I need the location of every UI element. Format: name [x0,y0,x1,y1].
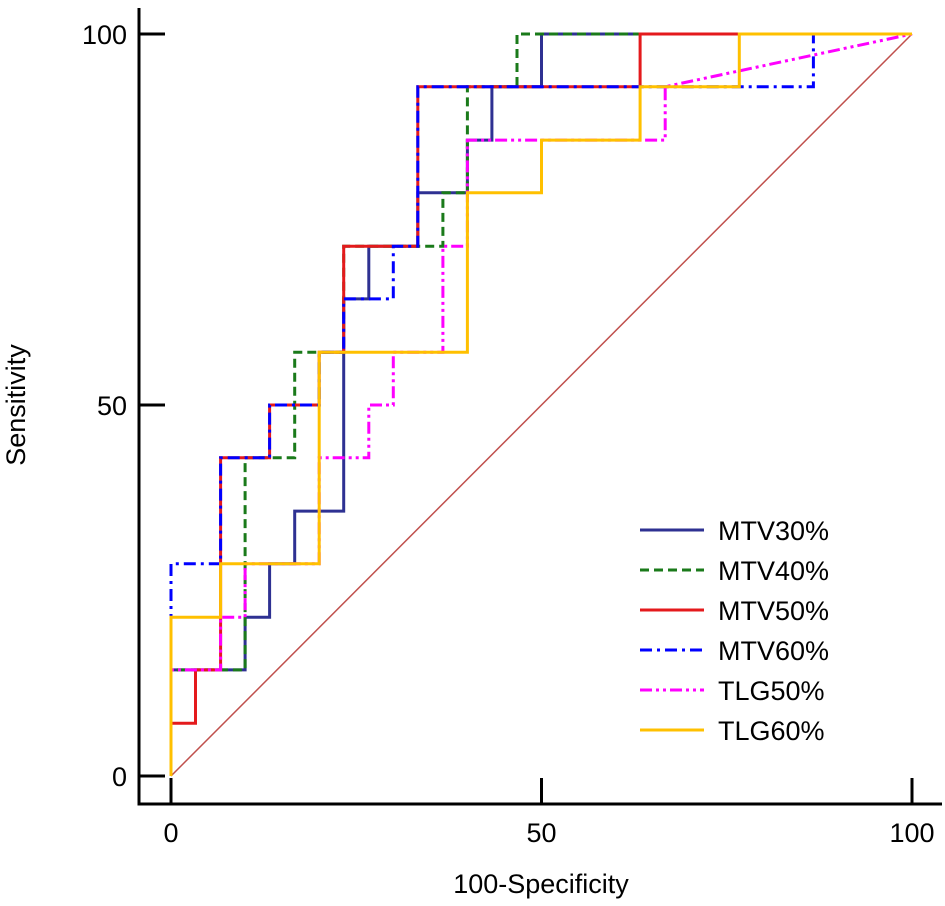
series-layer [169,32,913,776]
legend-label-mtv60-pct: MTV60% [718,636,829,666]
series-line-tlg50-pct [169,32,913,776]
x-axis-title: 100-Specificity [453,869,629,899]
reference-diagonal [170,33,913,777]
legend-label-tlg60-pct: TLG60% [718,716,825,746]
legend-label-mtv40-pct: MTV40% [718,556,829,586]
x-tick-label: 50 [526,818,556,848]
legend: MTV30% MTV40% MTV50% MTV60% TLG50% TLG60% [640,516,829,746]
reference-layer [170,33,913,777]
ticks: 0 50 100 0 50 100 [82,20,935,848]
legend-label-tlg50-pct: TLG50% [718,676,825,706]
legend-label-mtv30-pct: MTV30% [718,516,829,546]
series-line-mtv30-pct [169,32,912,776]
y-tick-label: 100 [82,20,127,50]
y-axis-title: Sensitivity [1,344,31,466]
series-line-tlg60-pct [169,32,912,776]
legend-label-mtv50-pct: MTV50% [718,596,829,626]
x-tick-label: 100 [889,818,934,848]
series-line-mtv60-pct [169,32,912,776]
x-tick-label: 0 [163,818,178,848]
y-tick-label: 0 [112,762,127,792]
y-tick-label: 50 [97,391,127,421]
